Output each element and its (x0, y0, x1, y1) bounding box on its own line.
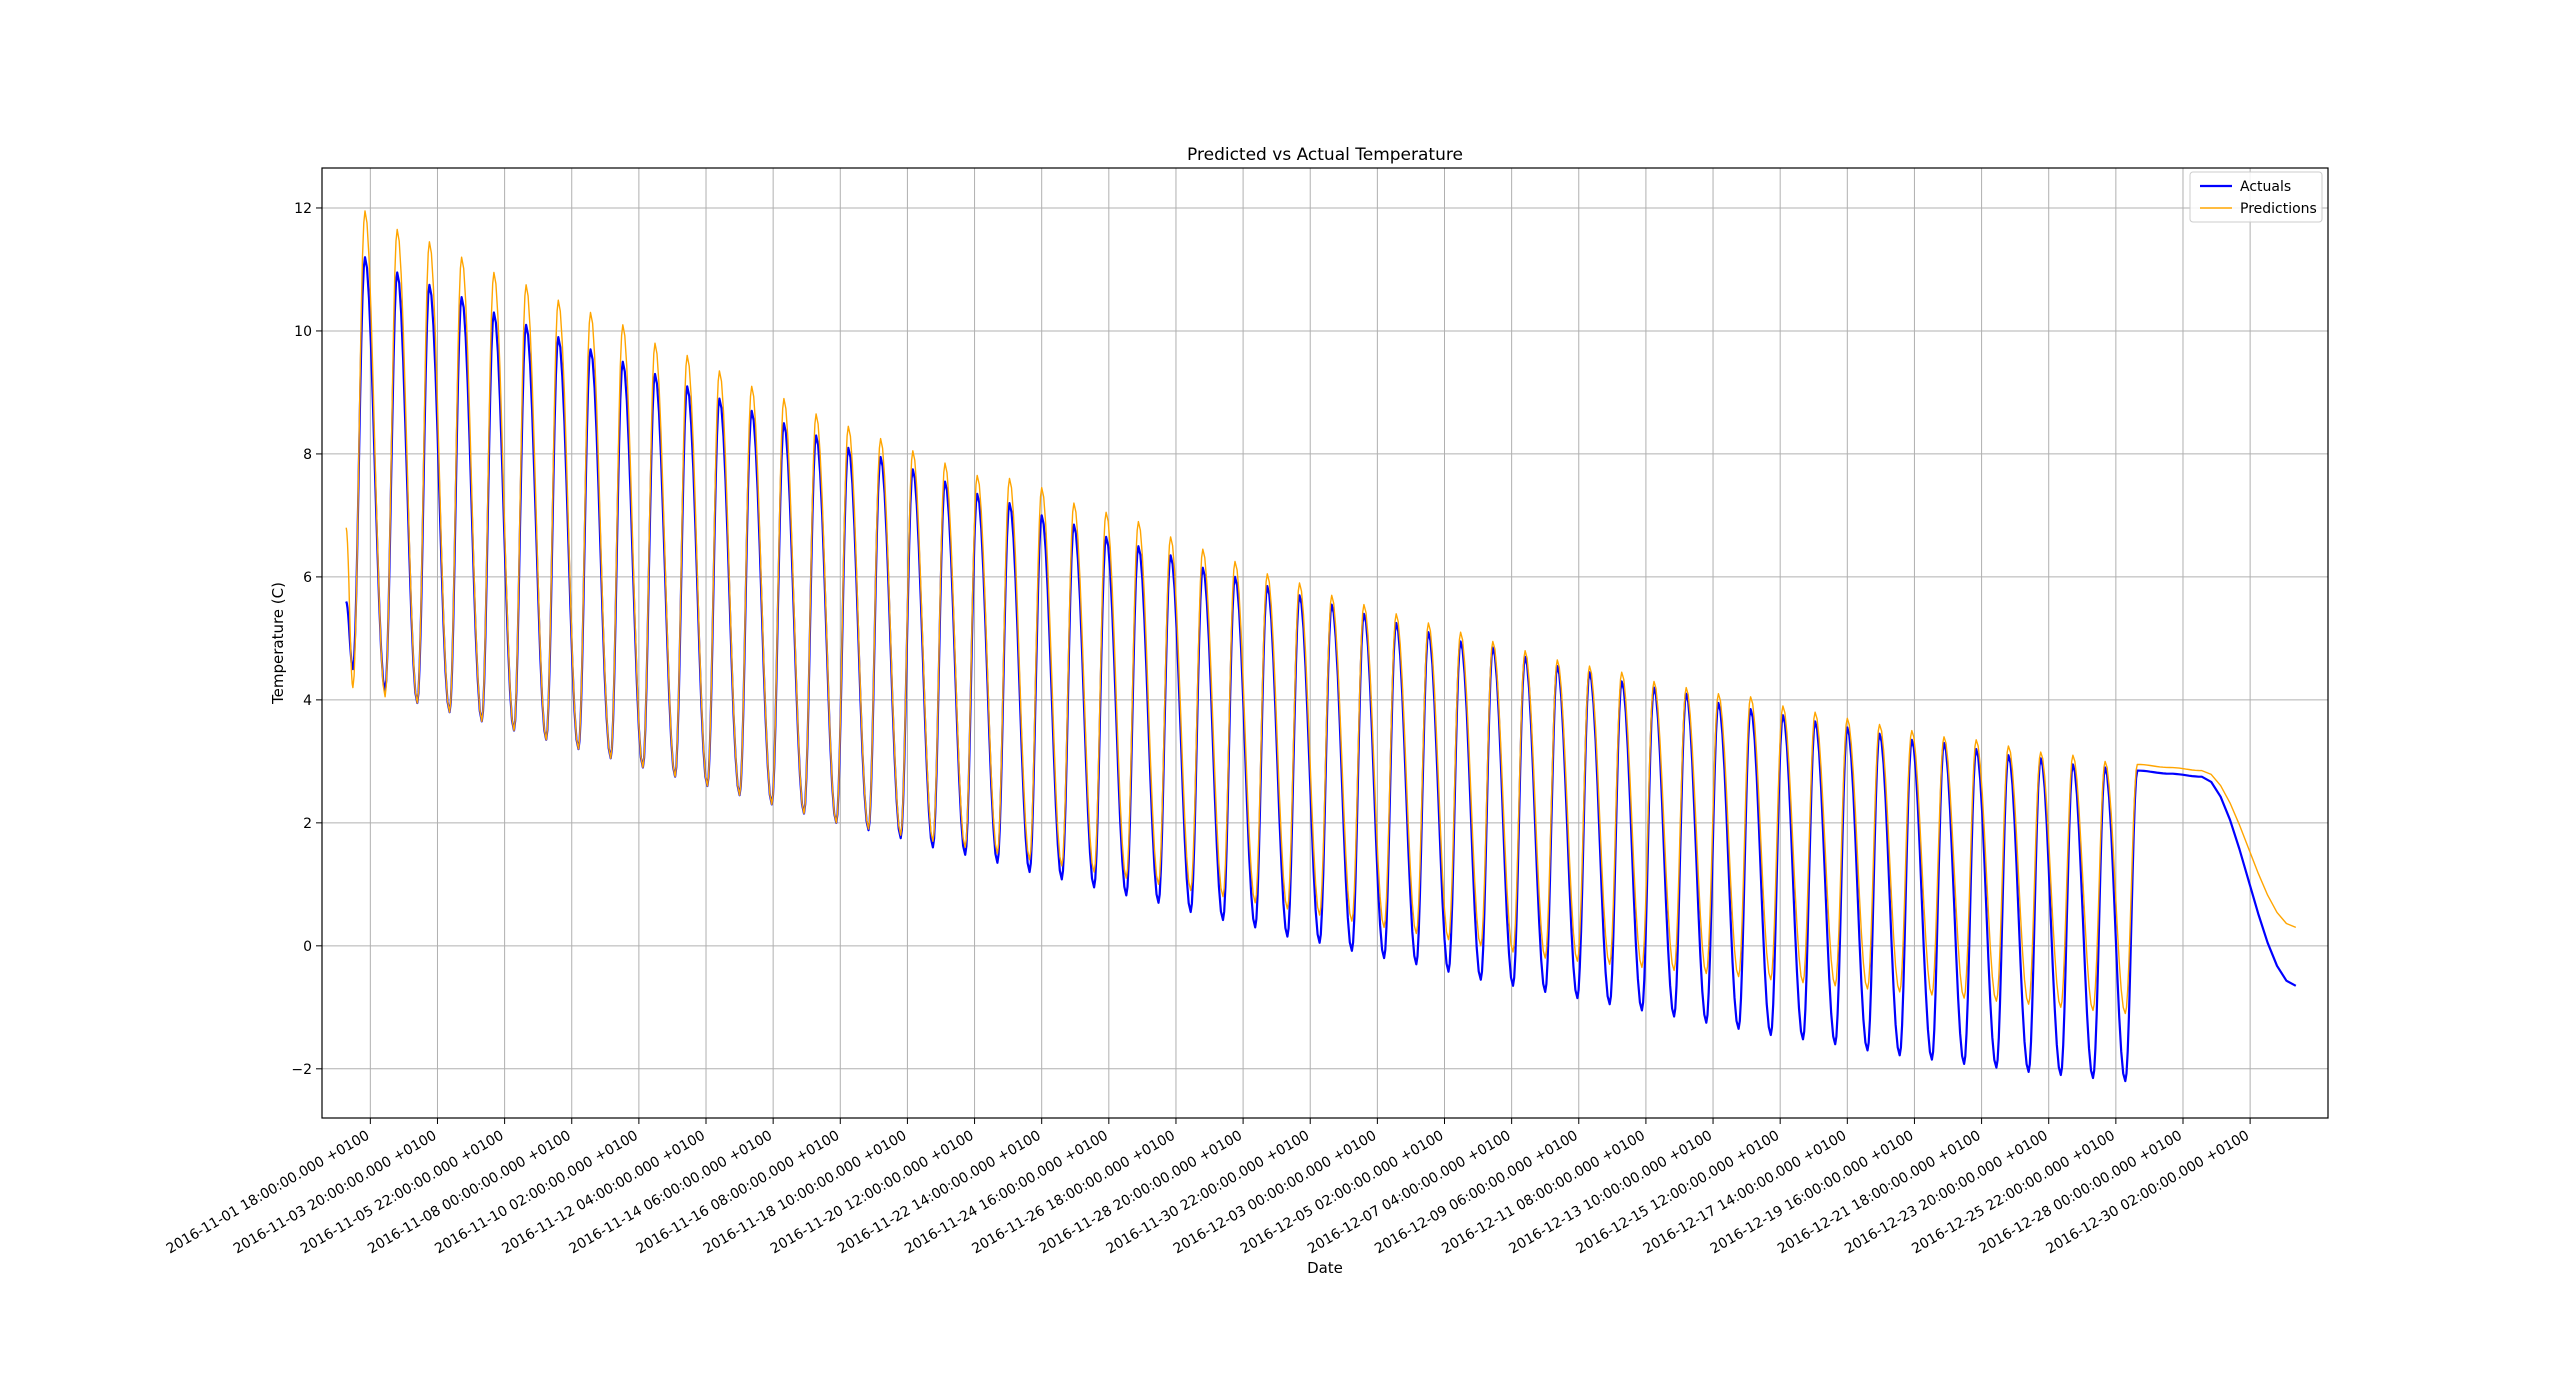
y-tick-label: 0 (303, 939, 312, 955)
y-tick-label: 12 (294, 201, 312, 217)
y-axis-title: Temperature (C) (269, 582, 287, 705)
legend: Actuals Predictions (2189, 171, 2323, 223)
x-axis-title: Date (1307, 1259, 1343, 1277)
y-tick-label: 10 (294, 324, 312, 340)
legend-label-actuals: Actuals (2240, 179, 2291, 195)
series-layer (345, 210, 2297, 1083)
y-tick-label: 4 (303, 693, 312, 709)
legend-label-predictions: Predictions (2240, 201, 2317, 217)
y-axis: −2 0 2 4 6 8 10 12 (291, 201, 322, 1078)
legend-frame (2189, 171, 2323, 223)
y-tick-label: 8 (303, 447, 312, 463)
grid-x (369, 168, 2251, 1118)
y-tick-label: 2 (303, 816, 312, 832)
x-axis: 2016-11-01 18:00:00.000 +01002016-11-03 … (164, 1118, 2252, 1257)
y-tick-label: −2 (291, 1062, 312, 1078)
chart-title: Predicted vs Actual Temperature (1187, 145, 1463, 165)
plot-frame (321, 167, 2329, 1119)
y-tick-label: 6 (303, 570, 312, 586)
series-line-predictions (345, 210, 2297, 1015)
grid-y (322, 207, 2328, 1070)
